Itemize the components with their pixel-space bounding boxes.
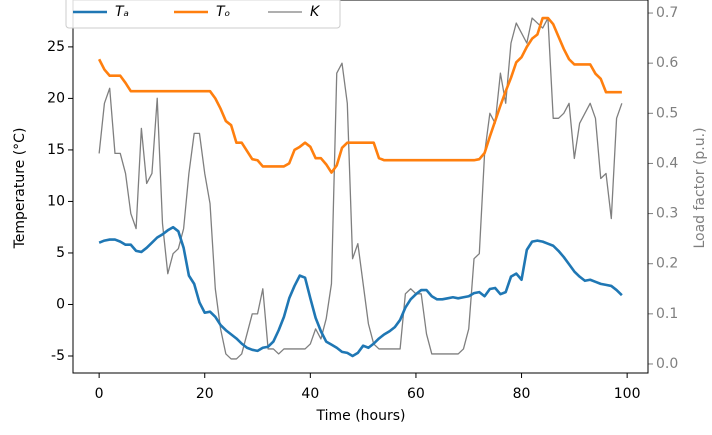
y-tick-label: 0 xyxy=(56,296,65,312)
line-series xyxy=(98,17,623,360)
y-tick-label: 10 xyxy=(47,193,65,209)
legend-label: Tₒ xyxy=(216,4,231,20)
line-series xyxy=(98,225,623,358)
y2-tick-label: 0.2 xyxy=(656,256,678,272)
x-tick-label: 100 xyxy=(614,386,641,402)
y-tick-label: 25 xyxy=(47,39,65,55)
y2-tick-label: 0.3 xyxy=(656,206,678,222)
y2-tick-label: 0.7 xyxy=(656,5,678,21)
legend-label: Tₐ xyxy=(115,4,129,20)
x-tick-label: 40 xyxy=(301,386,319,402)
x-tick-label: 80 xyxy=(513,386,531,402)
legend-box xyxy=(65,0,341,29)
x-axis-label: Time (hours) xyxy=(316,408,406,424)
plot-lines xyxy=(97,16,623,360)
y2-tick-label: 0.6 xyxy=(656,55,678,71)
y2-tick-label: 0.1 xyxy=(656,306,678,322)
y-axis-label: Temperature (°C) xyxy=(12,128,28,250)
y-tick-label: -5 xyxy=(51,348,65,364)
y-tick-label: 15 xyxy=(47,142,65,158)
plot-frame xyxy=(72,0,649,374)
y2-axis-label: Load factor (p.u.) xyxy=(692,127,708,248)
y2-tick-label: 0.4 xyxy=(656,155,678,171)
line-series xyxy=(97,16,622,174)
x-tick-label: 60 xyxy=(407,386,425,402)
legend-label: K xyxy=(310,4,321,20)
y-tick-label: 5 xyxy=(56,245,65,261)
y-tick-label: 20 xyxy=(47,90,65,106)
y2-tick-label: 0.5 xyxy=(656,105,678,121)
y2-tick-label: 0.0 xyxy=(656,356,678,372)
x-tick-label: 0 xyxy=(95,386,104,402)
x-tick-label: 20 xyxy=(196,386,214,402)
